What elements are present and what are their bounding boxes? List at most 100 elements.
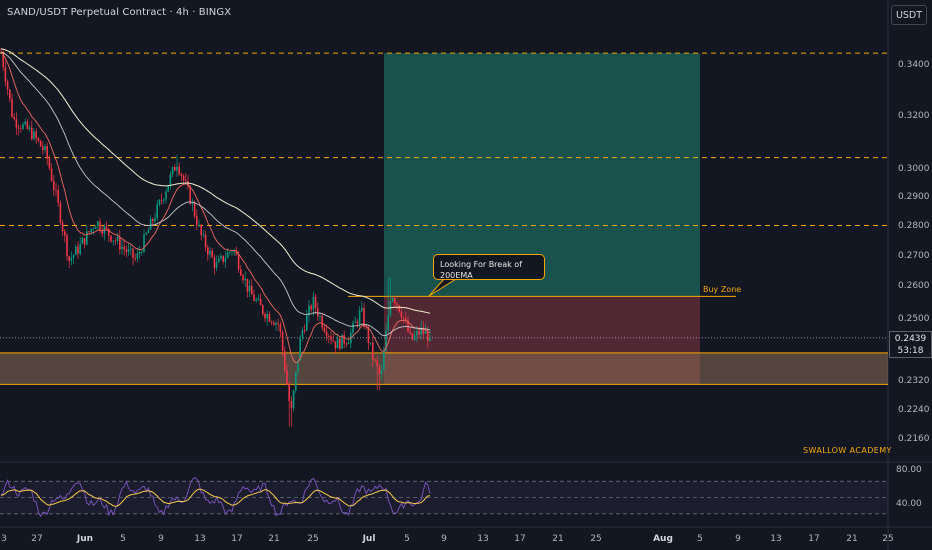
annotation-callout[interactable]: Looking For Break of 200EMA [433,254,545,280]
candle-body [147,229,150,234]
candle-body [376,359,378,367]
time-tick-label: 13 [477,534,488,544]
candle-body [105,226,108,229]
candle-body [218,258,220,263]
candle-body [215,262,218,268]
time-tick-label: 17 [514,534,525,544]
candle-body [332,339,334,342]
time-tick-label: 5 [697,534,703,544]
candle-body [174,167,176,171]
candle-body [284,350,286,371]
time-axis[interactable]: 3 27 Jun 5 9 13 17 21 25 Jul 5 9 13 17 21 25 Aug 5 9 13 17 21… [1,534,894,544]
candle-body [341,334,343,349]
candle-body [226,252,229,259]
candle-body [257,298,260,300]
candle-body [310,305,312,310]
candle-body [303,330,306,332]
candle-body [152,218,154,222]
candle-body [387,315,389,331]
candle-body [301,330,304,338]
candle-body [154,218,156,222]
candle-body [86,231,88,245]
candle-body [398,305,400,312]
candle-body [295,372,297,391]
candle-body [242,275,244,281]
candle-body [244,278,246,281]
candle-body [196,216,198,226]
candle-body [193,202,196,217]
candle-body [409,331,411,334]
time-tick-label: 9 [735,534,741,544]
rsi-pane[interactable]: 80.00 40.00 [0,465,922,518]
price-tick-label: 0.3000 [898,164,930,174]
candle-body [125,249,128,252]
candle-body [352,322,354,333]
candle-body [116,236,119,241]
candle-body [231,251,233,253]
candle-body [101,230,103,234]
candle-body [59,202,62,223]
candle-body [400,311,403,318]
time-tick-label: 27 [31,534,42,544]
candle-body [156,204,158,219]
candle-body [321,315,323,328]
candle-body [240,269,242,276]
candle-body [308,305,310,316]
candle-body [416,331,418,336]
candle-body [292,390,295,409]
candle-body [53,180,55,190]
candle-body [288,384,290,402]
candle-body [394,297,396,304]
candle-body [200,224,202,236]
time-tick-label: Jul [362,534,376,544]
time-tick-label: 3 [1,534,7,544]
candle-body [317,308,319,317]
candle-body [75,246,77,255]
ema-mid-line [0,51,431,337]
candle-body [6,81,9,90]
price-axis[interactable]: 0.3400 0.3200 0.3000 0.2900 0.2800 0.2700 0.26… [898,60,930,444]
rsi-line [0,476,431,518]
price-tick-label: 0.2160 [898,434,930,444]
candle-body [255,299,257,301]
candle-body [178,166,180,174]
time-tick-label: 21 [268,534,279,544]
candle-body [141,251,143,253]
candle-body [143,234,145,252]
candle-body [55,189,57,191]
candle-body [407,320,409,332]
time-tick-label: 5 [120,534,126,544]
candle-body [20,128,22,130]
candle-body [132,248,134,259]
candle-body [158,200,161,205]
candle-body [354,321,356,323]
ema-fast-line [0,51,431,363]
candle-body [374,359,376,361]
candle-body [68,256,70,261]
candle-body [134,258,136,259]
candle-body [138,252,141,254]
currency-button[interactable]: USDT [891,5,927,25]
candle-body [220,255,222,259]
candle-body [97,221,99,227]
candle-body [72,254,75,258]
time-tick-label: 17 [231,534,242,544]
price-tick-label: 0.2600 [898,281,930,291]
candle-body [389,301,392,316]
candle-body [2,52,4,68]
rsi-tick-label: 40.00 [896,499,922,509]
candle-body [180,173,183,176]
candle-body [112,240,114,242]
candle-body [204,234,207,248]
candle-body [191,202,194,205]
bar-countdown: 53:18 [897,346,924,356]
candle-body [347,343,350,344]
candle-body [163,199,165,201]
candle-body [380,370,383,375]
candle-body [108,228,110,236]
candle-body [297,360,299,373]
candle-body [237,254,240,270]
candle-body [198,224,200,226]
candles-layer[interactable] [0,47,431,427]
